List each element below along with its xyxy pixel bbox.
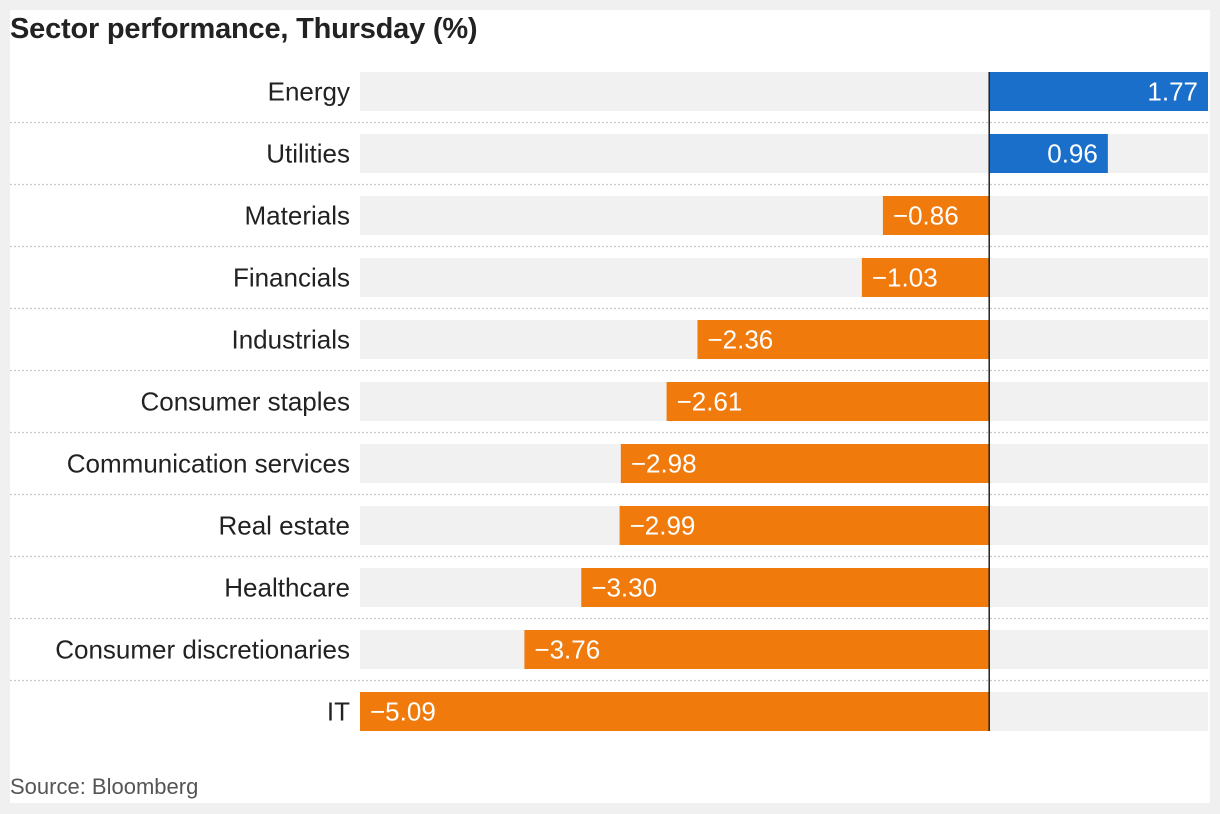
category-label: Communication services bbox=[67, 449, 350, 479]
value-label: −2.99 bbox=[630, 511, 696, 541]
category-label: Real estate bbox=[218, 511, 350, 541]
bar bbox=[882, 196, 990, 235]
category-label: Financials bbox=[233, 263, 350, 293]
bar bbox=[524, 630, 990, 669]
bar bbox=[581, 568, 990, 607]
value-label: 1.77 bbox=[1147, 77, 1198, 107]
bar bbox=[861, 258, 990, 297]
value-label: −1.03 bbox=[872, 263, 938, 293]
value-label: −3.30 bbox=[591, 573, 657, 603]
category-label: Healthcare bbox=[224, 573, 350, 603]
category-label: Materials bbox=[245, 201, 350, 231]
category-label: Utilities bbox=[266, 139, 350, 169]
bar bbox=[360, 692, 990, 731]
value-label: −5.09 bbox=[370, 697, 436, 727]
chart-title: Sector performance, Thursday (%) bbox=[10, 13, 478, 45]
source-note: Source: Bloomberg bbox=[10, 774, 199, 799]
bar bbox=[619, 506, 990, 545]
value-label: −0.86 bbox=[893, 201, 959, 231]
value-label: −3.76 bbox=[534, 635, 600, 665]
bar bbox=[989, 134, 1108, 173]
bar bbox=[666, 382, 990, 421]
value-label: −2.98 bbox=[631, 449, 697, 479]
category-label: Energy bbox=[268, 77, 350, 107]
bar bbox=[989, 72, 1208, 111]
category-label: IT bbox=[327, 697, 350, 727]
category-label: Consumer staples bbox=[140, 387, 350, 417]
value-label: 0.96 bbox=[1047, 139, 1098, 169]
bar-track bbox=[360, 258, 1208, 297]
category-label: Industrials bbox=[232, 325, 351, 355]
category-label: Consumer discretionaries bbox=[55, 635, 350, 665]
value-label: −2.61 bbox=[677, 387, 743, 417]
bar bbox=[620, 444, 990, 483]
bar-track bbox=[360, 196, 1208, 235]
bar bbox=[697, 320, 990, 359]
value-label: −2.36 bbox=[707, 325, 773, 355]
